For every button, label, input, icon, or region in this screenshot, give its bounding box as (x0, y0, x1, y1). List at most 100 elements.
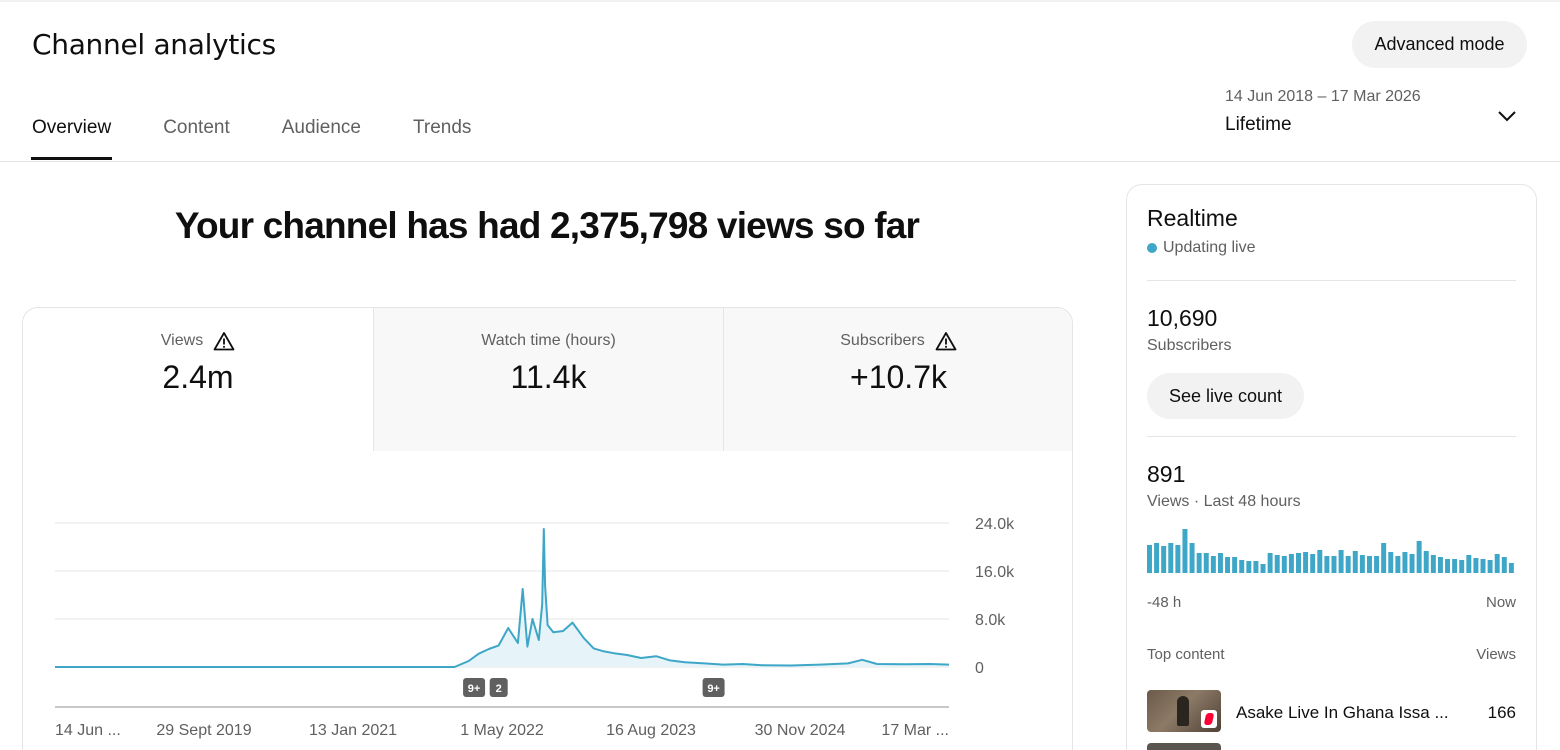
bar-axis-end: Now (1485, 594, 1516, 611)
chevron-down-icon[interactable] (1495, 104, 1519, 128)
video-views: 166 (1487, 703, 1516, 722)
realtime-bar[interactable] (1345, 556, 1351, 573)
metric-label: Views (160, 332, 204, 349)
top-content-header: Top content (1147, 646, 1225, 663)
metric-views-tab[interactable]: Views 2.4m (23, 308, 373, 451)
realtime-bar[interactable] (1253, 561, 1259, 573)
metric-value: 11.4k (510, 359, 587, 395)
video-thumbnail[interactable] (1147, 690, 1221, 732)
realtime-bar[interactable] (1494, 554, 1500, 573)
bar-axis-start: -48 h (1147, 594, 1182, 611)
tab-overview[interactable]: Overview (30, 104, 113, 160)
realtime-bar[interactable] (1232, 557, 1238, 573)
realtime-bar[interactable] (1203, 553, 1209, 573)
realtime-bar[interactable] (1374, 556, 1380, 573)
realtime-bar[interactable] (1239, 560, 1245, 573)
top-border (0, 0, 1560, 2)
tab-trends[interactable]: Trends (412, 117, 472, 138)
annotation-badge (489, 678, 508, 697)
realtime-bar[interactable] (1182, 529, 1188, 573)
realtime-bar[interactable] (1161, 546, 1167, 573)
page-title: Channel analytics (32, 28, 276, 61)
realtime-bar[interactable] (1416, 541, 1422, 573)
tab-content[interactable]: Content (163, 117, 230, 138)
realtime-bar[interactable] (1508, 563, 1514, 573)
realtime-bar[interactable] (1260, 564, 1266, 573)
realtime-bar[interactable] (1267, 553, 1273, 573)
realtime-bar[interactable] (1466, 555, 1472, 573)
divider (1147, 436, 1516, 437)
realtime-bar-chart[interactable] (1147, 529, 1516, 583)
realtime-title: Realtime (1147, 205, 1238, 231)
x-tick-label: 16 Aug 2023 (606, 722, 696, 739)
metric-watch-time-tab[interactable]: Watch time (hours) 11.4k (373, 308, 723, 451)
realtime-bar[interactable] (1473, 558, 1479, 573)
shorts-icon (1201, 710, 1217, 728)
realtime-bar[interactable] (1395, 556, 1401, 573)
video-thumbnail[interactable] (1147, 743, 1221, 750)
realtime-bar[interactable] (1338, 550, 1344, 573)
see-live-count-button[interactable]: See live count (1147, 373, 1304, 419)
views-chart-svg: 24.0k 16.0k 8.0k 0 14 Jun ... 29 Sept 2019 13 … (55, 516, 1015, 739)
realtime-bar[interactable] (1196, 553, 1202, 573)
metric-subscribers-tab[interactable]: Subscribers +10.7k (723, 308, 1072, 451)
tab-bar: Overview Content Audience Trends (30, 104, 523, 162)
realtime-bar[interactable] (1225, 557, 1231, 573)
realtime-bar[interactable] (1480, 559, 1486, 573)
top-content-row[interactable]: Asake Live In Ghana Issa ... 166 (1147, 690, 1516, 734)
y-tick-label: 8.0k (975, 612, 1006, 629)
realtime-bar[interactable] (1402, 552, 1408, 573)
warning-icon[interactable] (935, 331, 957, 351)
live-status-text: Updating live (1163, 239, 1256, 256)
tab-audience[interactable]: Audience (281, 117, 361, 138)
views-chart: 24.0k 16.0k 8.0k 0 14 Jun ... 29 Sept 2019 13 … (23, 451, 1072, 750)
advanced-mode-button[interactable]: Advanced mode (1352, 21, 1527, 68)
x-tick-label: 1 May 2022 (460, 722, 544, 739)
realtime-bar[interactable] (1281, 556, 1287, 573)
y-tick-label: 0 (975, 660, 984, 677)
realtime-bar[interactable] (1501, 557, 1507, 573)
realtime-bar[interactable] (1303, 552, 1309, 573)
realtime-bar[interactable] (1352, 551, 1358, 573)
series-line (55, 528, 950, 668)
top-content-views-header: Views (1476, 646, 1516, 663)
realtime-bar[interactable] (1296, 553, 1301, 573)
realtime-bar[interactable] (1310, 554, 1316, 573)
realtime-bar[interactable] (1317, 550, 1323, 573)
realtime-bar[interactable] (1381, 543, 1387, 573)
header-divider (0, 161, 1560, 162)
realtime-bar[interactable] (1288, 554, 1294, 573)
realtime-card: Realtime Updating live 10,690 Subscriber… (1126, 184, 1537, 750)
warning-icon[interactable] (213, 331, 235, 351)
metric-label: Watch time (hours) (481, 332, 616, 349)
realtime-bar[interactable] (1366, 556, 1372, 573)
realtime-bar[interactable] (1409, 554, 1415, 573)
realtime-bar[interactable] (1459, 560, 1465, 573)
realtime-bar[interactable] (1189, 543, 1195, 573)
realtime-bar[interactable] (1324, 556, 1330, 573)
annotation-badge (702, 678, 725, 697)
realtime-bar[interactable] (1487, 560, 1493, 573)
annotation-badge (463, 678, 486, 697)
realtime-bar[interactable] (1388, 552, 1394, 573)
date-range-picker[interactable]: 14 Jun 2018 – 17 Mar 2026 Lifetime (1225, 88, 1525, 148)
realtime-bar[interactable] (1423, 551, 1429, 573)
realtime-bar[interactable] (1331, 556, 1337, 573)
realtime-bar[interactable] (1175, 545, 1181, 573)
date-range-label: Lifetime (1225, 114, 1292, 135)
annotation-badge-label: 2 (496, 683, 502, 695)
metric-label: Subscribers (840, 332, 925, 349)
realtime-bar[interactable] (1147, 545, 1152, 573)
realtime-bar[interactable] (1274, 555, 1280, 573)
realtime-bar[interactable] (1359, 555, 1365, 573)
realtime-bar[interactable] (1168, 543, 1174, 573)
realtime-bar[interactable] (1445, 559, 1451, 573)
realtime-bar[interactable] (1437, 557, 1443, 573)
realtime-bar[interactable] (1154, 543, 1160, 573)
realtime-bar[interactable] (1217, 553, 1223, 573)
realtime-bar[interactable] (1430, 555, 1436, 573)
realtime-bar[interactable] (1246, 561, 1252, 573)
realtime-bar[interactable] (1452, 559, 1458, 573)
subscribers-count: 10,690 (1147, 305, 1218, 331)
realtime-bar[interactable] (1210, 556, 1216, 573)
